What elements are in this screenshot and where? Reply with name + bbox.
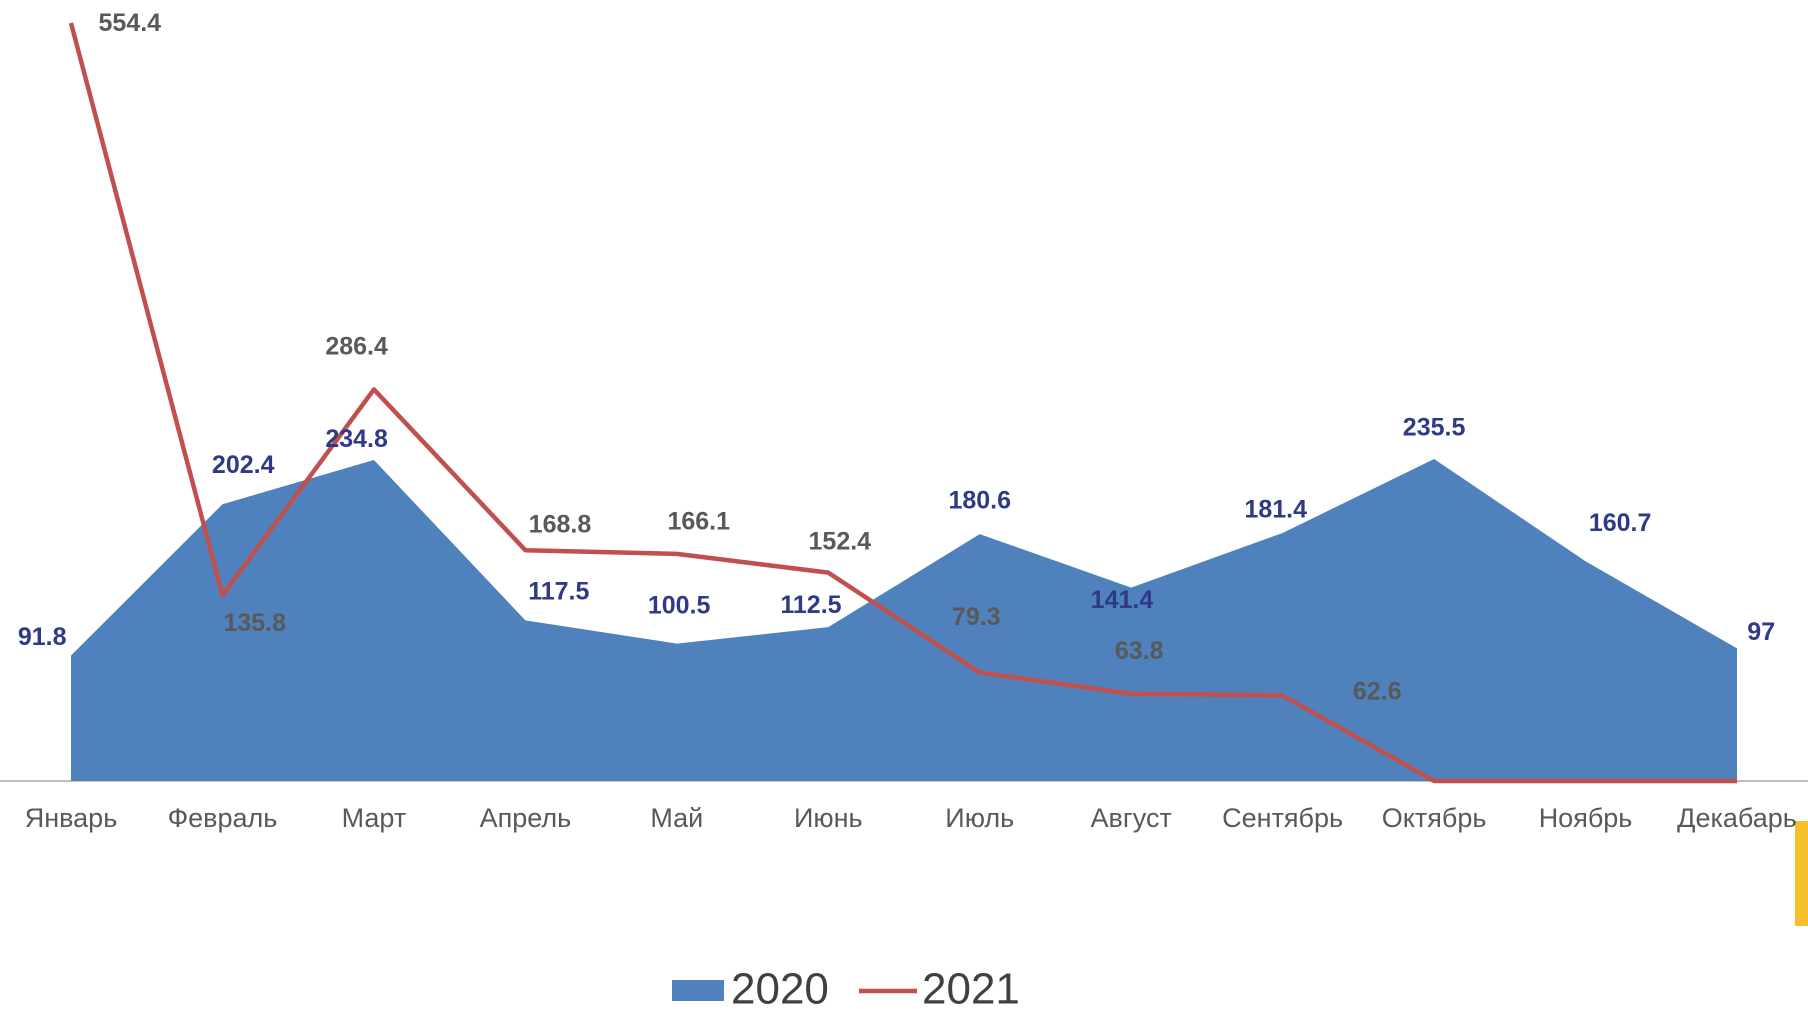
line (68, 22, 1737, 784)
x-tick-label: Апрель (480, 803, 572, 833)
data-label: 97 (1747, 618, 1775, 646)
data-label: 112.5 (780, 591, 841, 619)
data-label: 141.4 (1091, 586, 1154, 614)
data-label: 63.8 (1115, 637, 1164, 665)
decor-bar (1795, 821, 1808, 926)
data-label: 100.5 (648, 591, 711, 619)
x-tick-label: Ноябрь (1539, 803, 1633, 833)
data-label: 235.5 (1403, 414, 1466, 442)
data-label: 79.3 (952, 603, 1001, 631)
data-label: 234.8 (325, 425, 388, 453)
x-tick-label: Декабарь (1677, 803, 1797, 833)
x-tick-label: Сентябрь (1222, 803, 1343, 833)
data-label: 166.1 (667, 507, 730, 535)
legend-label: 2021 (922, 965, 1020, 1009)
x-tick-label: Июль (945, 803, 1014, 833)
x-tick-label: Февраль (168, 803, 278, 833)
data-label: 160.7 (1589, 509, 1652, 537)
x-tick-label: Май (650, 803, 703, 833)
x-tick-label: Август (1091, 803, 1172, 833)
x-tick-label: Октябрь (1382, 803, 1487, 833)
legend-swatch (672, 980, 724, 1001)
data-label: 554.4 (99, 9, 162, 37)
data-label: 91.8 (18, 623, 67, 651)
data-label: 202.4 (212, 451, 275, 479)
data-label: 181.4 (1244, 496, 1307, 524)
data-label: 117.5 (528, 577, 589, 605)
data-label: 62.6 (1353, 678, 1402, 706)
x-tick-label: Март (342, 803, 407, 833)
x-tick-label: Январь (25, 803, 118, 833)
legend-label: 2020 (731, 965, 829, 1009)
data-label: 286.4 (325, 333, 388, 361)
data-label: 180.6 (948, 486, 1011, 514)
data-label: 152.4 (809, 527, 872, 555)
data-label: 168.8 (529, 511, 592, 539)
data-label: 135.8 (223, 609, 286, 637)
x-tick-label: Июнь (794, 803, 863, 833)
